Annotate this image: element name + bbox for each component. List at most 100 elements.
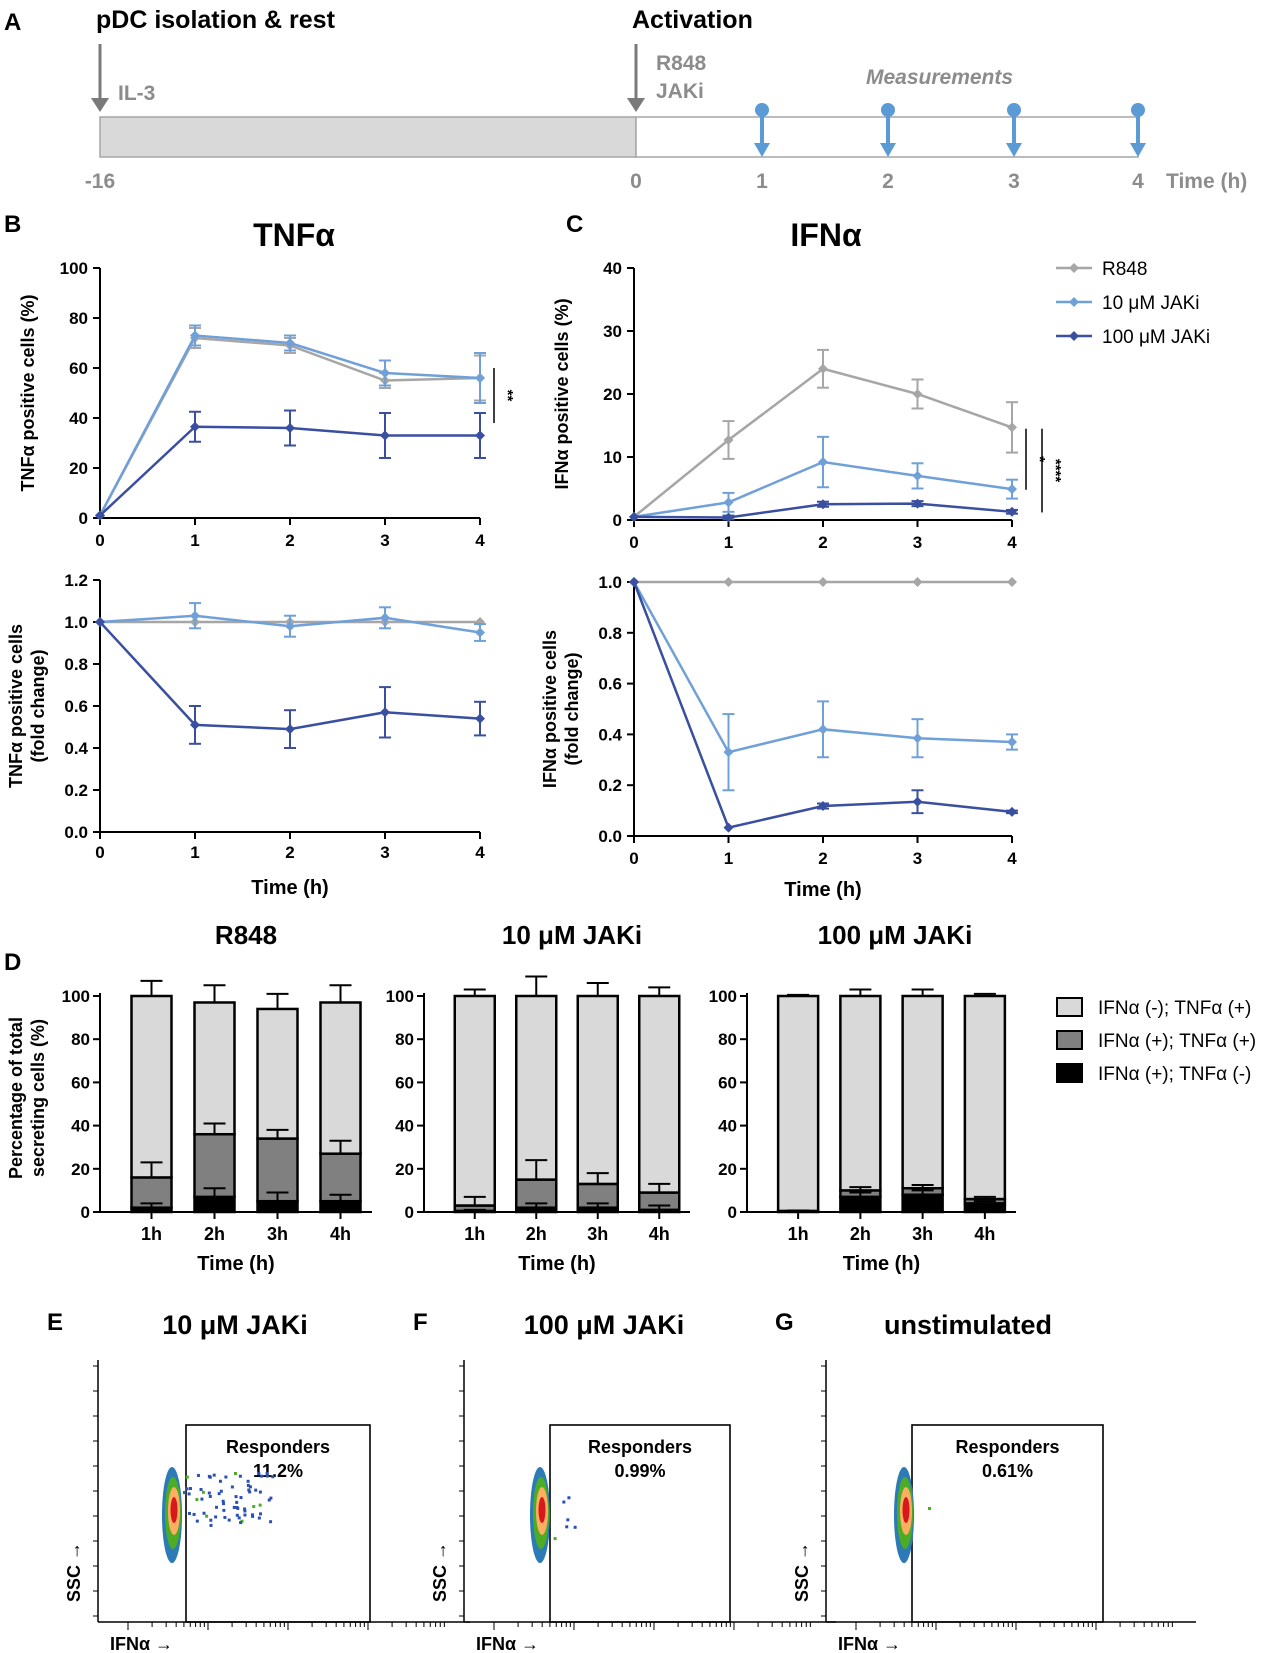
chart-title: 10 μM JAKi [502,920,642,950]
y-tick-label: 60 [395,1073,414,1092]
y-axis-title: TNFα positive cells (%) [18,294,38,491]
x-tick-label: 4h [330,1224,351,1244]
event-dot [185,1475,189,1479]
x-axis-title: Time (h) [518,1253,595,1275]
density-core [170,1497,178,1523]
series-r848 [629,577,1017,587]
flow-plot-e: Responders 11.2% IFNα → SSC → [64,1360,470,1653]
bar-segment [515,994,558,1181]
event-dot [271,1475,275,1479]
bar-segment [193,1195,236,1214]
event-dot [230,1485,234,1489]
event-dot [217,1492,221,1496]
event-dot [222,1508,226,1512]
event-dot [928,1507,931,1510]
bar-legend-item-pos-pos: IFNα (+); TNFα (+) [1056,1030,1256,1052]
x-tick-label: 3 [380,531,389,550]
bar-segment [256,1137,299,1203]
event-dot [254,1488,258,1492]
timeline-tick-1: 1 [756,170,768,193]
y-tick-label: 60 [718,1073,737,1092]
bar-2h [193,984,236,1214]
x-axis-title: IFNα → [838,1634,901,1653]
x-axis-title: Time (h) [197,1253,274,1275]
significance-label: ** [499,390,516,402]
y-tick-label: 0.2 [64,781,88,800]
event-dot [243,1507,247,1511]
bar-segment [638,994,681,1194]
event-dot [234,1471,238,1475]
bar-legend-label-pos-pos: IFNα (+); TNFα (+) [1098,1031,1256,1052]
line-legend: R848 10 μM JAKi 100 μM JAKi [1056,259,1210,348]
y-axis-title-line2: (fold change) [562,653,582,766]
data-point [1007,737,1017,748]
event-dot [239,1496,243,1500]
y-tick-label: 0 [613,511,622,530]
y-tick-label: 0.6 [598,675,622,694]
y-tick-label: 80 [71,1030,90,1049]
gate-percentage: 0.61% [982,1461,1033,1481]
data-point [723,747,734,758]
r848-label: R848 [656,52,707,75]
panel-g: G unstimulated Responders 0.61% IFNα → SSC … [775,1309,1196,1653]
y-tick-label: 1.2 [64,571,88,590]
x-tick-label: 1 [190,531,199,550]
data-point [285,724,295,735]
x-axis-title: Time (h) [784,879,861,901]
timeline-tick-3: 3 [1008,170,1020,193]
bar-segment [963,1202,1007,1214]
x-tick-label: 3h [267,1224,288,1244]
series-r848 [629,348,1018,522]
x-tick-label: 0 [95,843,104,862]
y-tick-label: 20 [71,1160,90,1179]
panel-f-letter: F [413,1309,428,1336]
event-dot [269,1496,273,1500]
y-tick-label: 0.6 [64,697,88,716]
data-point [190,330,200,341]
y-tick-label: 40 [69,409,88,428]
event-dot [265,1474,269,1478]
event-dot [222,1502,226,1506]
y-tick-label: 20 [603,385,622,404]
series-100-m-jaki [629,577,1018,833]
event-dot [212,1473,216,1477]
data-point [912,733,923,744]
x-axis-title: IFNα → [476,1634,539,1653]
y-tick-label: 0.0 [598,827,622,846]
legend-item-100um: 100 μM JAKi [1056,327,1210,348]
event-dot [251,1514,255,1518]
y-tick-label: 30 [603,322,622,341]
series-100-m-jaki [95,409,486,521]
event-dot [232,1505,236,1509]
event-dot [237,1516,241,1520]
y-axis-title-line1: Percentage of total [6,1017,26,1179]
bar-segment [901,994,944,1190]
event-dot [187,1492,191,1496]
event-dot [248,1485,252,1489]
event-dot [235,1500,239,1504]
data-point [475,627,485,638]
flow-plot-g: Responders 0.61% IFNα → SSC → [792,1360,1196,1653]
panel-g-title: unstimulated [884,1310,1052,1340]
series-10-m-jaki [629,435,1018,522]
y-tick-label: 80 [69,309,88,328]
event-dot [247,1488,251,1492]
data-point [190,719,200,730]
y-tick-label: 20 [69,459,88,478]
event-dot [195,1519,199,1523]
data-point [1007,806,1017,817]
stacked-bar-r848: R848 0 20 40 60 80 100 Percentage of total secre… [6,920,372,1275]
event-dot [199,1488,203,1492]
data-point [723,497,734,508]
x-tick-label: 3 [913,533,922,552]
bar-segment [256,1007,299,1140]
data-point [818,499,828,510]
y-axis-title: SSC → [64,1542,84,1602]
event-dot [257,1472,261,1476]
legend-label-r848: R848 [1102,259,1147,280]
event-dot [188,1487,192,1491]
event-dot [224,1475,228,1479]
event-dot [196,1473,200,1477]
event-dot [567,1496,571,1500]
y-axis-title-line1: TNFα positive cells [6,624,26,788]
